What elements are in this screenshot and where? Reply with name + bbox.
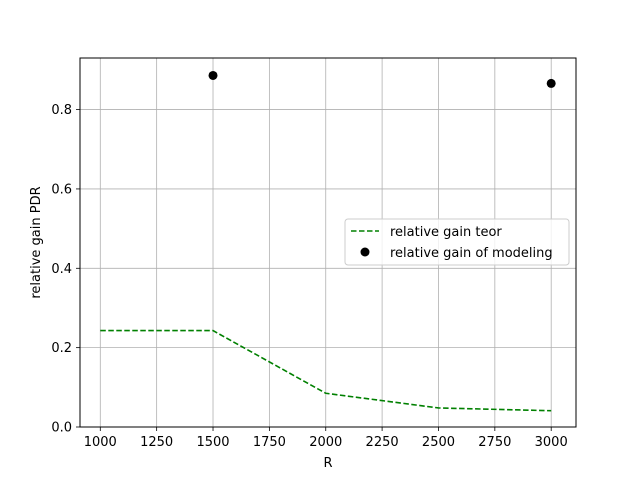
data-point-modeling <box>546 78 556 88</box>
series-layer <box>100 70 556 412</box>
plot-frame <box>79 57 577 428</box>
series-line-teor <box>100 329 552 412</box>
y-tick-label: 0.2 <box>51 341 72 356</box>
legend-box <box>344 218 570 266</box>
x-tick-label: 1500 <box>196 435 229 450</box>
y-tick-label: 0.8 <box>51 103 72 118</box>
y-tick-label: 0.6 <box>51 182 72 197</box>
x-tick-label: 1250 <box>140 435 173 450</box>
x-tick-label: 2000 <box>309 435 342 450</box>
y-axis-label: relative gain PDR <box>29 186 44 298</box>
x-tick-label: 2750 <box>478 435 511 450</box>
y-tick-label: 0.4 <box>51 262 72 277</box>
data-point-modeling <box>208 70 218 80</box>
legend: relative gain teor relative gain of mode… <box>344 218 570 266</box>
legend-label-teor: relative gain teor <box>390 225 502 240</box>
legend-marker-sample <box>360 247 370 257</box>
x-axis-ticks: 1000 1250 1500 1750 2000 2250 2500 2750 3000 <box>84 427 568 450</box>
y-tick-label: 0.0 <box>51 421 72 436</box>
x-tick-label: 2250 <box>366 435 399 450</box>
x-tick-label: 3000 <box>535 435 568 450</box>
x-tick-label: 2500 <box>422 435 455 450</box>
legend-label-modeling: relative gain of modeling <box>390 246 553 261</box>
x-tick-label: 1750 <box>253 435 286 450</box>
x-tick-label: 1000 <box>84 435 117 450</box>
y-axis-ticks: 0.0 0.2 0.4 0.6 0.8 <box>51 103 80 436</box>
x-axis-label: R <box>323 456 332 471</box>
